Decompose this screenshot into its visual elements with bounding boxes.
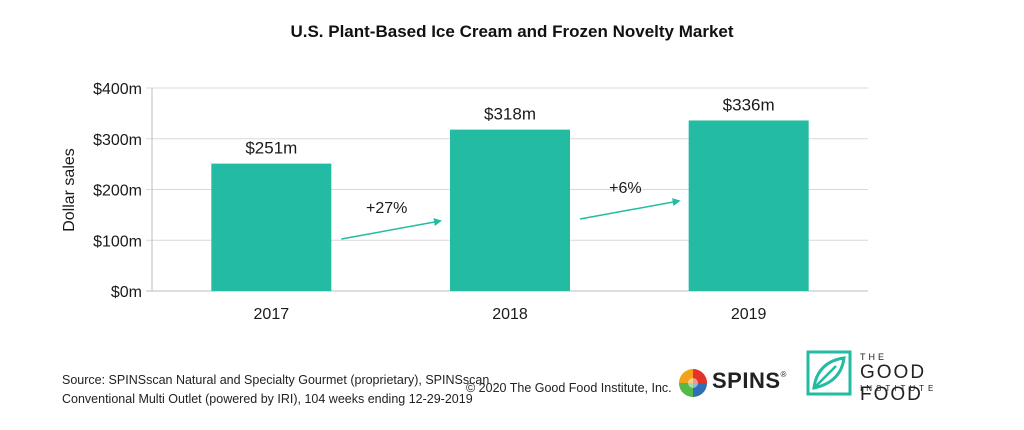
bar: [450, 129, 570, 291]
x-tick-label: 2019: [731, 306, 767, 323]
chart-title: U.S. Plant-Based Ice Cream and Frozen No…: [290, 22, 734, 41]
source-line-2: Conventional Multi Outlet (powered by IR…: [62, 392, 473, 406]
gfi-the: THE: [860, 352, 887, 362]
growth-arrow: [579, 198, 681, 220]
y-tick-label: $200m: [93, 183, 142, 200]
y-tick-label: $0m: [111, 284, 142, 301]
growth-label: +6%: [609, 180, 641, 197]
y-axis-label: Dollar sales: [61, 148, 78, 232]
data-label: $336m: [723, 95, 775, 114]
gfi-leaf-icon: [806, 350, 852, 396]
source-note: Source: SPINSscan Natural and Specialty …: [62, 371, 489, 409]
gfi-name: GOOD FOOD: [860, 362, 927, 405]
x-tick-label: 2018: [492, 306, 528, 323]
y-tick-label: $300m: [93, 132, 142, 149]
gfi-institute: INSTITUTE: [860, 384, 938, 393]
x-tick-label: 2017: [254, 306, 290, 323]
bar: [211, 163, 332, 291]
data-label: $251m: [245, 139, 297, 158]
growth-arrow: [341, 218, 442, 240]
y-tick-label: $100m: [93, 233, 142, 250]
bar-chart: $0m $100m $200m $300m $400m $251m 2017 $318m 201…: [61, 81, 868, 323]
bar: [688, 120, 809, 291]
spins-globe-icon: [679, 369, 707, 397]
y-tick-label: $400m: [93, 81, 142, 98]
growth-label: +27%: [366, 200, 407, 217]
registered-mark: ®: [780, 370, 787, 379]
spins-wordmark: SPINS: [712, 368, 781, 393]
data-label: $318m: [484, 105, 536, 124]
spins-logo: SPINS®: [678, 362, 796, 402]
copyright-note: © 2020 The Good Food Institute, Inc.: [466, 381, 672, 395]
gfi-logo: THE GOOD FOOD INSTITUTE: [806, 350, 986, 405]
source-line-1: Source: SPINSscan Natural and Specialty …: [62, 373, 490, 387]
